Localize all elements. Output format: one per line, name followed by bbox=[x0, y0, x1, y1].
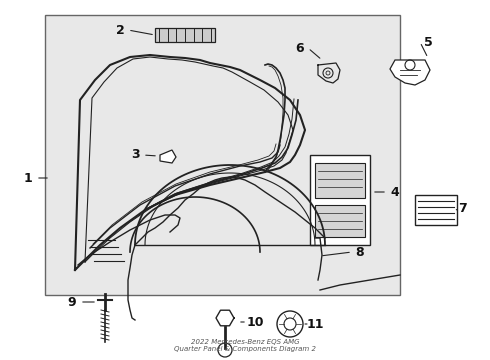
Bar bbox=[415, 195, 457, 225]
Polygon shape bbox=[216, 310, 234, 326]
Text: 10: 10 bbox=[246, 315, 264, 328]
Polygon shape bbox=[160, 150, 176, 163]
Bar bbox=[45, 15, 400, 295]
Text: 7: 7 bbox=[458, 202, 466, 215]
Text: 9: 9 bbox=[68, 296, 76, 309]
Bar bbox=[310, 155, 370, 245]
Text: 3: 3 bbox=[131, 148, 139, 162]
Bar bbox=[315, 205, 365, 237]
Text: 1: 1 bbox=[24, 171, 32, 184]
Bar bbox=[155, 28, 215, 42]
Text: 11: 11 bbox=[306, 318, 324, 330]
Text: 5: 5 bbox=[424, 36, 432, 49]
Text: 8: 8 bbox=[356, 246, 364, 258]
Polygon shape bbox=[390, 60, 430, 85]
Text: 2022 Mercedes-Benz EQS AMG
Quarter Panel & Components Diagram 2: 2022 Mercedes-Benz EQS AMG Quarter Panel… bbox=[174, 339, 316, 352]
Text: 6: 6 bbox=[295, 41, 304, 54]
Bar bbox=[315, 163, 365, 198]
Text: 4: 4 bbox=[391, 185, 399, 198]
Text: 2: 2 bbox=[116, 23, 124, 36]
